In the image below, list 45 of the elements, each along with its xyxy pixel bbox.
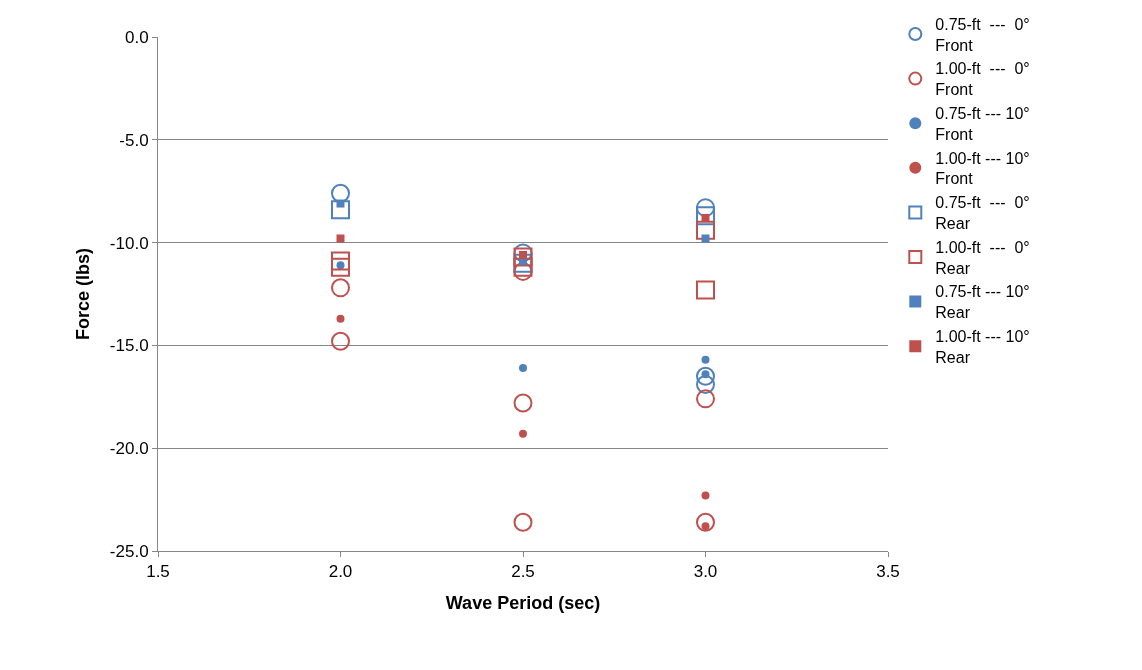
point [696, 389, 715, 409]
y-axis-title: Force (lbs) [73, 247, 94, 341]
legend-label: 0.75-ft --- 10° Front [935, 105, 1030, 143]
point [696, 366, 715, 386]
point [519, 429, 527, 438]
legend-label: 0.75-ft --- 0° Rear [935, 194, 1030, 233]
point [696, 374, 715, 394]
legend-label: 1.00-ft --- 10° Front [935, 149, 1030, 188]
y-tick-label: -20.0 [109, 439, 149, 459]
point [336, 234, 345, 243]
point [701, 491, 710, 500]
legend-label: 0.75-ft --- 0° Front [935, 15, 1030, 54]
point [331, 200, 350, 220]
point [696, 206, 715, 226]
point [331, 251, 350, 271]
legend-label: 1.00-ft --- 10° Rear [935, 328, 1030, 366]
point [331, 331, 350, 351]
point [513, 512, 533, 532]
point [331, 278, 350, 298]
legend-label: 1.00-ft --- 0° Rear [935, 238, 1030, 277]
x-tick-label: 3.0 [693, 562, 718, 582]
point [336, 199, 345, 208]
legend-label: 0.75-ft --- 10° Rear [935, 283, 1030, 322]
point [696, 198, 715, 218]
point [701, 355, 710, 364]
y-tick-label: -10.0 [109, 233, 149, 253]
x-tick-label: 1.5 [146, 562, 170, 582]
point [701, 234, 710, 243]
x-tick-label: 2.5 [511, 562, 535, 582]
point [513, 393, 533, 413]
y-tick-label: -15.0 [109, 336, 149, 356]
y-tick-label: 0.0 [124, 27, 149, 47]
point [336, 314, 345, 323]
point [696, 220, 715, 240]
point [696, 512, 715, 532]
x-axis-title: Wave Period (sec) [445, 592, 601, 613]
legend-label: 1.00-ft --- 0° Front [935, 60, 1030, 99]
point [519, 364, 527, 373]
point [331, 183, 350, 203]
point [696, 280, 715, 300]
y-tick-label: -5.0 [119, 130, 149, 150]
point [331, 257, 350, 277]
y-tick-label: -25.0 [109, 541, 149, 561]
x-tick-label: 2.0 [328, 562, 353, 582]
x-tick-label: 3.5 [876, 562, 900, 582]
